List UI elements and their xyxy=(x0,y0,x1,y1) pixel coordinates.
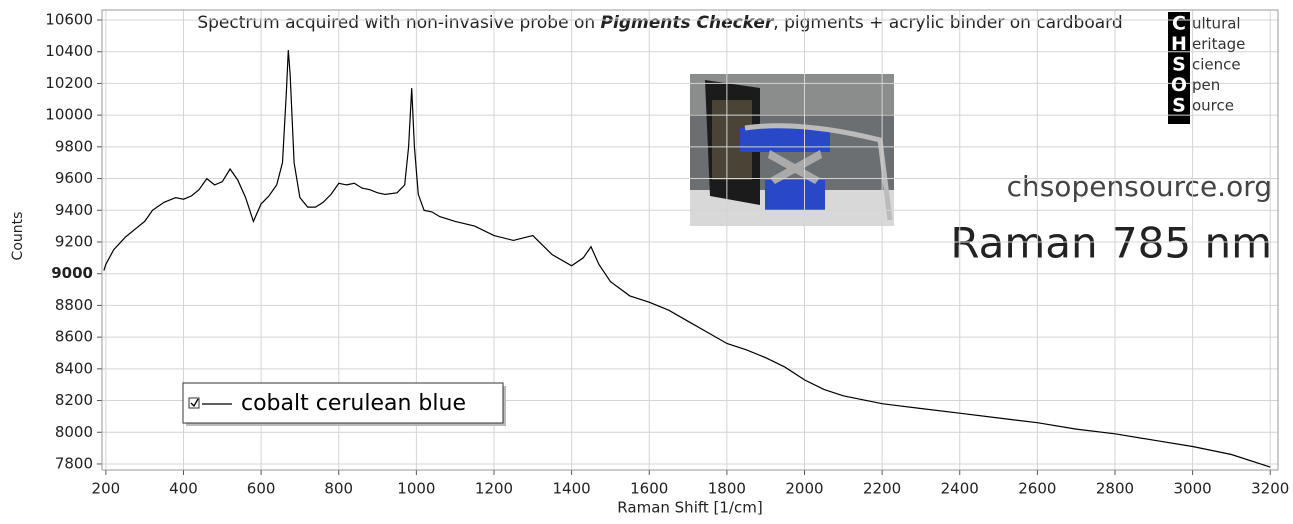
x-axis-label: Raman Shift [1/cm] xyxy=(617,499,762,517)
logo-word: eritage xyxy=(1192,35,1245,53)
logo-letter: H xyxy=(1171,33,1187,55)
x-tick-label: 3200 xyxy=(1251,480,1289,498)
y-tick-label: 10000 xyxy=(45,106,93,124)
title-part: Spectrum acquired with non-invasive prob… xyxy=(197,13,600,33)
y-tick-label: 10400 xyxy=(45,42,93,60)
logo-bar xyxy=(1168,12,1190,124)
x-tick-label: 3000 xyxy=(1174,480,1212,498)
x-tick-label: 800 xyxy=(324,480,353,498)
logo-letter: S xyxy=(1172,95,1186,117)
y-tick-label: 9200 xyxy=(55,232,93,250)
logo-letter: S xyxy=(1172,54,1186,76)
y-tick-label: 8800 xyxy=(55,296,93,314)
logo-word: ource xyxy=(1192,97,1234,115)
plot-frame xyxy=(101,9,1279,471)
y-tick-label: 9800 xyxy=(55,137,93,155)
legend: cobalt cerulean blue xyxy=(182,382,506,426)
logo-word: ultural xyxy=(1192,15,1241,33)
logo-word: cience xyxy=(1192,56,1241,74)
x-tick-label: 600 xyxy=(247,480,276,498)
y-tick-label: 8000 xyxy=(55,423,93,441)
y-tick-label: 8600 xyxy=(55,328,93,346)
x-tick-label: 1800 xyxy=(708,480,746,498)
y-tick-label: 9600 xyxy=(55,169,93,187)
y-tick-label: 7800 xyxy=(55,454,93,472)
x-tick-label: 1000 xyxy=(397,480,435,498)
title-part: Pigments Checker xyxy=(601,13,775,33)
title-part: , pigments + acrylic binder on cardboard xyxy=(773,13,1122,33)
legend-checkbox xyxy=(188,397,200,409)
logo-word: pen xyxy=(1192,76,1220,94)
method-label: Raman 785 nm xyxy=(950,219,1272,268)
x-tick-label: 2600 xyxy=(1018,480,1056,498)
y-tick-label: 10600 xyxy=(45,10,93,28)
x-tick-label: 1200 xyxy=(475,480,513,498)
x-tick-label: 400 xyxy=(169,480,198,498)
x-tick-label: 200 xyxy=(92,480,121,498)
x-tick-label: 1600 xyxy=(630,480,668,498)
y-axis-label: Counts xyxy=(10,212,26,261)
spectrum-line xyxy=(103,50,1271,468)
x-tick-label: 2400 xyxy=(941,480,979,498)
x-tick-label: 2800 xyxy=(1096,480,1134,498)
website: chsopensource.org xyxy=(1007,170,1272,203)
legend-label: cobalt cerulean blue xyxy=(241,391,466,416)
y-tick-label: 8200 xyxy=(55,391,93,409)
y-tick-label: 9400 xyxy=(55,201,93,219)
photo xyxy=(690,74,894,226)
x-tick-label: 1400 xyxy=(553,480,591,498)
logo-letter: O xyxy=(1171,74,1187,96)
legend-check xyxy=(190,398,199,408)
x-tick-label: 2200 xyxy=(863,480,901,498)
y-tick-label: 10200 xyxy=(45,74,93,92)
y-tick-label: 8400 xyxy=(55,359,93,377)
x-tick-label: 2000 xyxy=(785,480,823,498)
legend-box xyxy=(182,382,504,424)
chart-title: Spectrum acquired with non-invasive prob… xyxy=(197,13,1122,33)
logo-letter: C xyxy=(1172,13,1186,35)
y-tick-label: 9000 xyxy=(51,264,93,282)
